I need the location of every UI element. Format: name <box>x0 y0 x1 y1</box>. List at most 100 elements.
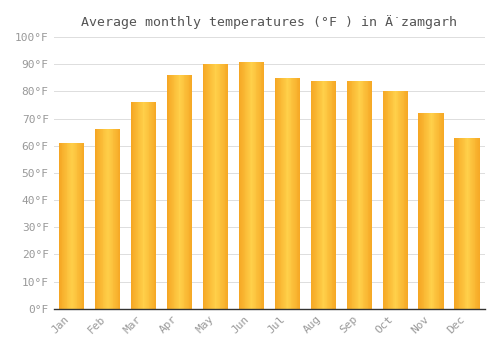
Bar <box>289 78 290 309</box>
Bar <box>213 64 214 309</box>
Bar <box>392 91 394 309</box>
Bar <box>396 91 397 309</box>
Bar <box>433 113 434 309</box>
Bar <box>355 80 356 309</box>
Bar <box>274 78 276 309</box>
Bar <box>471 138 472 309</box>
Bar <box>369 80 370 309</box>
Bar <box>442 113 443 309</box>
Bar <box>210 64 211 309</box>
Bar <box>238 62 240 309</box>
Bar <box>207 64 208 309</box>
Bar <box>364 80 365 309</box>
Bar <box>474 138 476 309</box>
Bar <box>148 102 150 309</box>
Bar <box>154 102 155 309</box>
Bar <box>184 75 186 309</box>
Bar <box>278 78 279 309</box>
Bar <box>454 138 456 309</box>
Bar <box>260 62 262 309</box>
Bar <box>257 62 258 309</box>
Bar <box>326 80 328 309</box>
Bar <box>147 102 148 309</box>
Bar <box>428 113 430 309</box>
Bar <box>366 80 368 309</box>
Bar <box>191 75 192 309</box>
Bar <box>290 78 292 309</box>
Bar <box>390 91 391 309</box>
Bar <box>332 80 334 309</box>
Bar <box>479 138 480 309</box>
Bar <box>348 80 349 309</box>
Bar <box>142 102 144 309</box>
Bar <box>434 113 436 309</box>
Bar <box>171 75 172 309</box>
Bar <box>110 130 111 309</box>
Bar <box>477 138 478 309</box>
Bar <box>116 130 117 309</box>
Bar <box>59 143 60 309</box>
Bar <box>329 80 330 309</box>
Bar <box>401 91 402 309</box>
Bar <box>286 78 288 309</box>
Bar <box>288 78 289 309</box>
Bar <box>440 113 441 309</box>
Bar <box>65 143 66 309</box>
Bar <box>204 64 206 309</box>
Bar <box>430 113 431 309</box>
Bar <box>284 78 285 309</box>
Bar <box>400 91 401 309</box>
Bar <box>370 80 371 309</box>
Bar <box>476 138 477 309</box>
Bar <box>224 64 226 309</box>
Bar <box>106 130 108 309</box>
Bar <box>134 102 135 309</box>
Bar <box>112 130 114 309</box>
Bar <box>467 138 468 309</box>
Bar <box>456 138 457 309</box>
Bar <box>388 91 390 309</box>
Bar <box>66 143 68 309</box>
Bar <box>246 62 247 309</box>
Bar <box>404 91 405 309</box>
Bar <box>99 130 100 309</box>
Bar <box>354 80 355 309</box>
Bar <box>248 62 249 309</box>
Bar <box>470 138 471 309</box>
Bar <box>441 113 442 309</box>
Bar <box>146 102 147 309</box>
Bar <box>151 102 152 309</box>
Bar <box>95 130 96 309</box>
Bar <box>74 143 75 309</box>
Bar <box>427 113 428 309</box>
Bar <box>359 80 360 309</box>
Bar <box>140 102 141 309</box>
Bar <box>262 62 263 309</box>
Bar <box>405 91 406 309</box>
Bar <box>70 143 72 309</box>
Bar <box>431 113 432 309</box>
Bar <box>188 75 190 309</box>
Bar <box>101 130 102 309</box>
Bar <box>256 62 257 309</box>
Title: Average monthly temperatures (°F ) in Ä̇zamgarh: Average monthly temperatures (°F ) in Ä̇… <box>82 15 458 29</box>
Bar <box>98 130 99 309</box>
Bar <box>464 138 466 309</box>
Bar <box>280 78 281 309</box>
Bar <box>292 78 293 309</box>
Bar <box>216 64 217 309</box>
Bar <box>102 130 104 309</box>
Bar <box>96 130 98 309</box>
Bar <box>371 80 372 309</box>
Bar <box>223 64 224 309</box>
Bar <box>436 113 437 309</box>
Bar <box>141 102 142 309</box>
Bar <box>463 138 464 309</box>
Bar <box>283 78 284 309</box>
Bar <box>177 75 178 309</box>
Bar <box>322 80 323 309</box>
Bar <box>418 113 420 309</box>
Bar <box>186 75 187 309</box>
Bar <box>350 80 351 309</box>
Bar <box>315 80 316 309</box>
